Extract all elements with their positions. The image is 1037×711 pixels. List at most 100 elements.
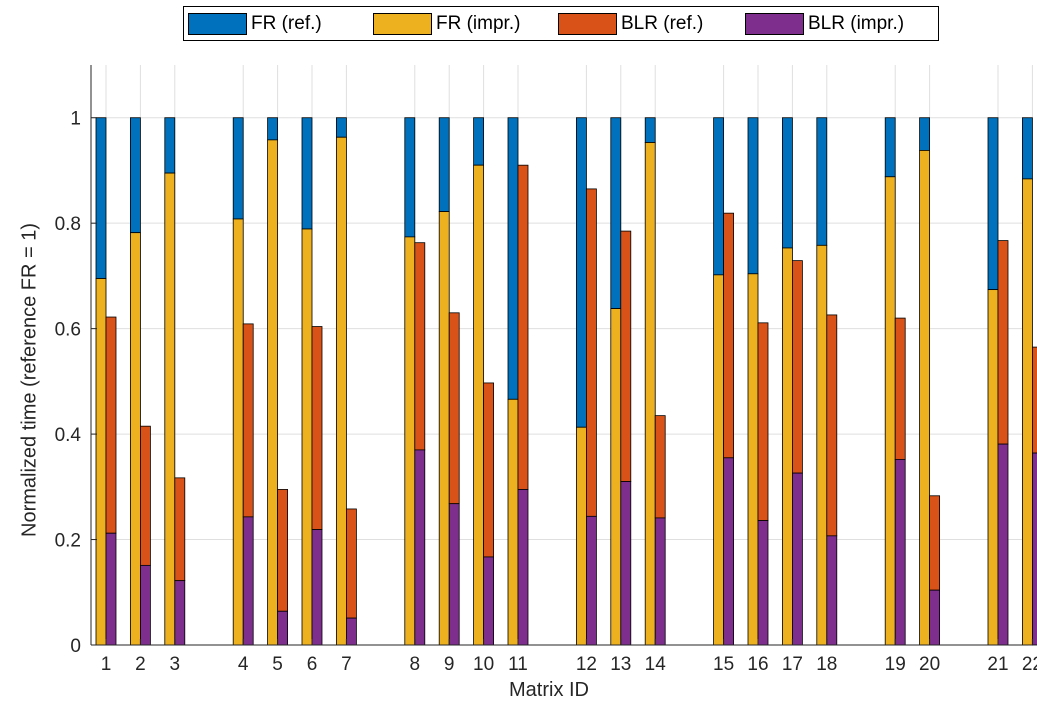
y-axis-title: Normalized time (reference FR = 1) bbox=[18, 223, 41, 537]
legend-label-blr-impr: BLR (impr.) bbox=[808, 13, 905, 34]
legend-item-blr-ref: BLR (ref.) bbox=[558, 13, 703, 35]
legend-item-blr-impr: BLR (impr.) bbox=[745, 13, 904, 35]
bar-fr-ref-14 bbox=[644, 117, 656, 143]
bar-fr-ref-6 bbox=[301, 117, 313, 230]
chart-legend: FR (ref.) FR (impr.) BLR (ref.) BLR (imp… bbox=[183, 6, 939, 41]
x-tick-label-12: 12 bbox=[576, 654, 597, 675]
x-tick-label-17: 17 bbox=[782, 654, 803, 675]
bar-blr-impr-6 bbox=[311, 529, 323, 646]
bar-fr-impr-1 bbox=[95, 278, 107, 646]
bar-blr-ref-10 bbox=[483, 382, 495, 558]
x-tick-label-7: 7 bbox=[341, 654, 352, 675]
bar-fr-impr-11 bbox=[507, 398, 519, 646]
bar-blr-impr-17 bbox=[792, 472, 803, 646]
bar-fr-impr-21 bbox=[987, 289, 999, 646]
x-tick-label-16: 16 bbox=[747, 654, 768, 675]
x-tick-label-4: 4 bbox=[238, 654, 249, 675]
bar-blr-impr-18 bbox=[826, 535, 838, 646]
bar-fr-ref-20 bbox=[919, 117, 930, 151]
bar-blr-impr-8 bbox=[414, 449, 426, 646]
bar-blr-impr-1 bbox=[105, 532, 117, 646]
bar-fr-impr-20 bbox=[919, 150, 930, 646]
bar-fr-impr-7 bbox=[335, 136, 347, 646]
bar-blr-ref-4 bbox=[242, 323, 254, 518]
y-tick-label-1: 0.2 bbox=[55, 531, 81, 552]
x-tick-label-9: 9 bbox=[444, 654, 455, 675]
bar-blr-impr-19 bbox=[894, 458, 906, 646]
bar-fr-ref-10 bbox=[473, 117, 485, 166]
bar-fr-ref-21 bbox=[987, 117, 999, 291]
bar-fr-impr-15 bbox=[713, 274, 724, 646]
x-tick-label-20: 20 bbox=[919, 654, 940, 675]
legend-label-blr-ref: BLR (ref.) bbox=[621, 13, 704, 34]
bar-blr-impr-11 bbox=[517, 489, 529, 646]
bar-blr-ref-18 bbox=[826, 314, 838, 537]
bar-fr-ref-4 bbox=[232, 117, 244, 220]
x-tick-label-5: 5 bbox=[272, 654, 283, 675]
legend-item-fr-ref: FR (ref.) bbox=[188, 13, 322, 35]
bar-fr-ref-5 bbox=[267, 117, 279, 141]
bar-blr-impr-3 bbox=[174, 580, 186, 646]
bar-blr-impr-14 bbox=[654, 517, 666, 646]
bar-fr-impr-22 bbox=[1022, 178, 1033, 646]
bar-fr-ref-13 bbox=[610, 117, 622, 309]
x-tick-label-19: 19 bbox=[885, 654, 906, 675]
y-tick-label-5: 1 bbox=[70, 109, 81, 130]
legend-swatch-blr-ref bbox=[558, 13, 617, 35]
x-tick-label-15: 15 bbox=[713, 654, 734, 675]
bar-fr-impr-16 bbox=[747, 273, 759, 646]
bar-blr-ref-6 bbox=[311, 326, 323, 530]
bar-blr-impr-20 bbox=[929, 589, 940, 646]
x-tick-label-6: 6 bbox=[307, 654, 318, 675]
bar-blr-ref-13 bbox=[620, 230, 632, 482]
bar-fr-impr-4 bbox=[232, 218, 244, 646]
bar-fr-ref-2 bbox=[129, 117, 141, 234]
bar-blr-ref-9 bbox=[448, 312, 460, 505]
x-tick-label-11: 11 bbox=[508, 654, 528, 675]
legend-swatch-blr-impr bbox=[745, 13, 804, 35]
bar-fr-ref-22 bbox=[1022, 117, 1033, 180]
bar-blr-ref-20 bbox=[929, 495, 940, 591]
y-tick-label-3: 0.6 bbox=[55, 320, 81, 341]
bar-blr-impr-7 bbox=[345, 617, 357, 646]
bar-blr-ref-8 bbox=[414, 242, 426, 451]
bar-blr-impr-2 bbox=[139, 564, 151, 646]
bar-fr-ref-9 bbox=[438, 117, 450, 212]
bar-blr-impr-5 bbox=[277, 610, 289, 646]
bar-blr-ref-14 bbox=[654, 415, 666, 519]
y-tick-label-0: 0 bbox=[70, 636, 81, 657]
bar-fr-impr-19 bbox=[884, 176, 896, 646]
bar-fr-impr-14 bbox=[644, 142, 656, 646]
bar-blr-ref-3 bbox=[174, 477, 186, 582]
x-tick-label-3: 3 bbox=[170, 654, 181, 675]
bar-blr-ref-16 bbox=[757, 322, 769, 521]
bar-fr-impr-2 bbox=[129, 232, 141, 646]
x-tick-label-2: 2 bbox=[135, 654, 146, 675]
x-tick-label-18: 18 bbox=[816, 654, 837, 675]
bar-fr-impr-10 bbox=[473, 164, 485, 646]
bar-fr-impr-18 bbox=[816, 244, 828, 646]
x-tick-label-8: 8 bbox=[410, 654, 421, 675]
x-axis-title: Matrix ID bbox=[509, 679, 589, 701]
bar-blr-ref-7 bbox=[345, 508, 357, 619]
bar-fr-ref-15 bbox=[713, 117, 724, 276]
bar-blr-ref-19 bbox=[894, 317, 906, 460]
bar-blr-ref-11 bbox=[517, 164, 529, 490]
bar-fr-ref-12 bbox=[576, 117, 587, 428]
x-tick-label-1: 1 bbox=[101, 654, 112, 675]
bar-fr-ref-17 bbox=[782, 117, 793, 249]
x-tick-label-13: 13 bbox=[610, 654, 631, 675]
bar-fr-ref-8 bbox=[404, 117, 416, 238]
legend-swatch-fr-ref bbox=[188, 13, 247, 35]
bar-blr-ref-17 bbox=[792, 260, 803, 474]
bar-fr-ref-16 bbox=[747, 117, 759, 275]
x-tick-label-22: 22 bbox=[1022, 654, 1037, 675]
bar-fr-impr-8 bbox=[404, 236, 416, 646]
bar-fr-ref-7 bbox=[335, 117, 347, 138]
bar-fr-ref-18 bbox=[816, 117, 828, 246]
y-tick-label-4: 0.8 bbox=[55, 214, 81, 235]
bar-blr-impr-21 bbox=[997, 443, 1009, 646]
bar-fr-ref-3 bbox=[164, 117, 176, 174]
bar-blr-impr-10 bbox=[483, 556, 495, 646]
